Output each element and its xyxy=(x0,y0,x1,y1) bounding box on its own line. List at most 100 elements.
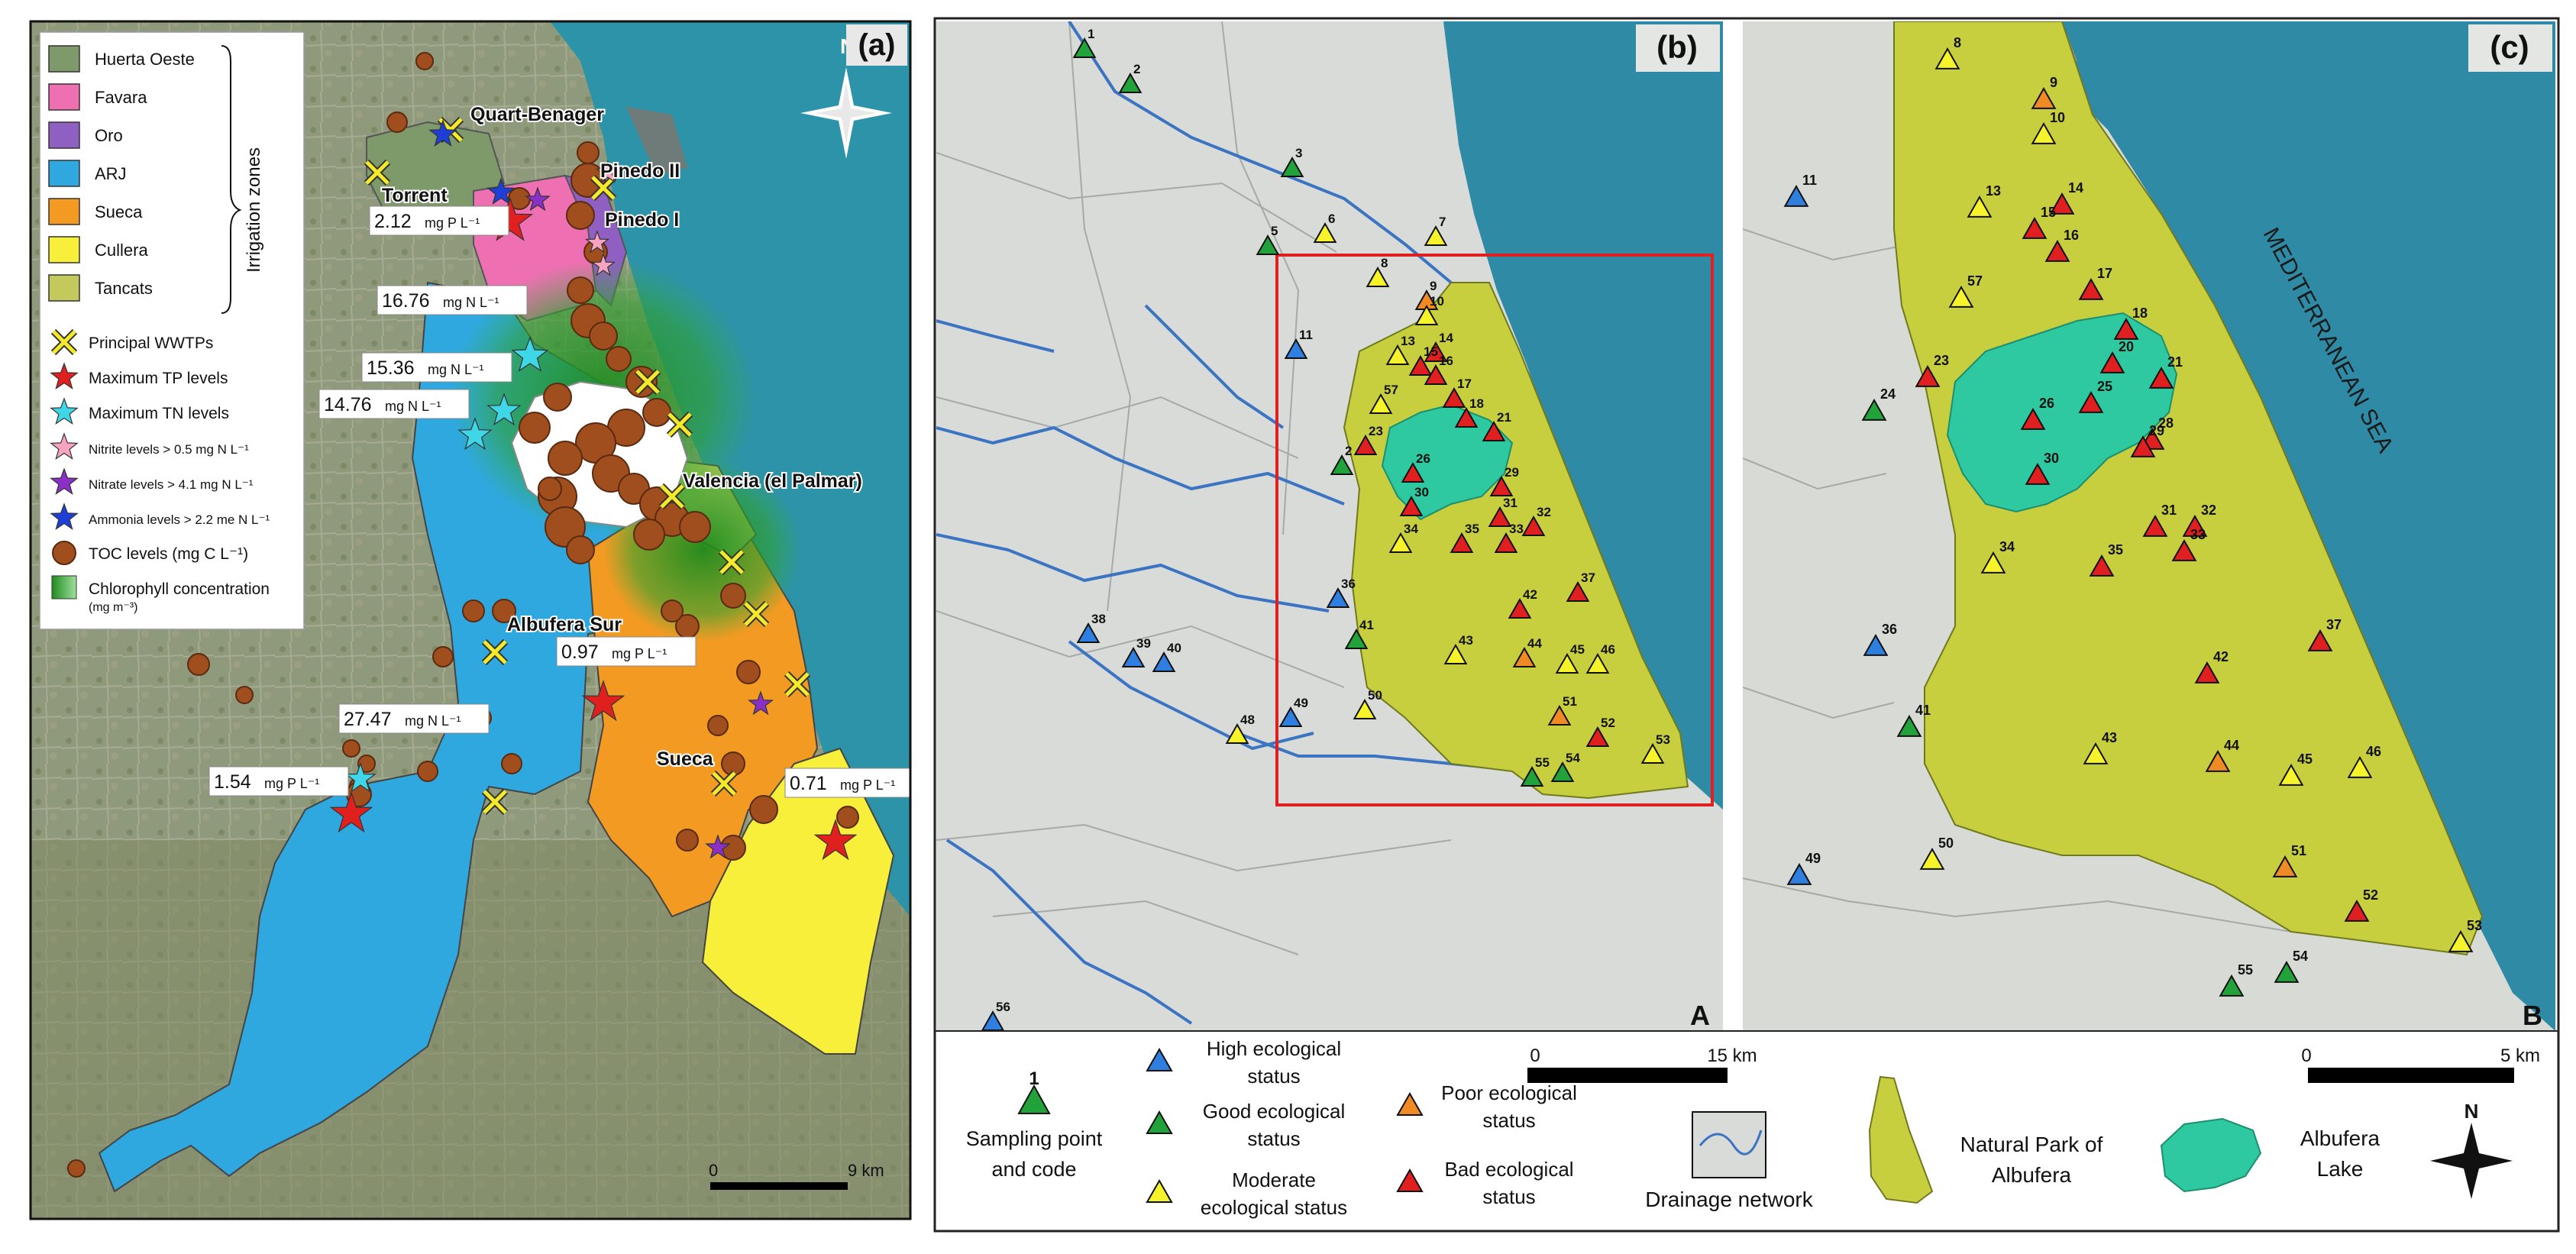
place-label: Pinedo I xyxy=(605,209,679,231)
cross-icon-fill xyxy=(52,330,76,354)
sampling-point-icon xyxy=(2031,121,2057,144)
value-number: 16.76 xyxy=(382,290,430,312)
toc-circle xyxy=(679,511,711,543)
sampling-point-icon xyxy=(1424,364,1448,386)
sampling-point-code: 14 xyxy=(1439,331,1453,345)
place-label: Sueca xyxy=(657,748,714,770)
sampling-point-code: 13 xyxy=(1401,334,1415,348)
lake-label: Albufera xyxy=(2300,1126,2380,1150)
albufera-lake-c xyxy=(1946,312,2178,513)
toc-circle xyxy=(736,660,761,684)
symbol-label: Ammonia levels > 2.2 me N L⁻¹ xyxy=(89,512,270,527)
bad-status-icon xyxy=(1396,1168,1424,1192)
sampling-point-icon xyxy=(1967,195,1993,218)
chlorophyll-swatch-icon xyxy=(51,575,77,600)
sampling-point-code: 42 xyxy=(1523,587,1537,602)
toc-circle xyxy=(642,398,671,427)
red-star xyxy=(329,791,373,833)
sampling-point-icon xyxy=(1152,651,1176,673)
sampling-point-icon xyxy=(2020,407,2046,430)
sampling-point-icon xyxy=(1896,714,1922,737)
sampling-point-code: 36 xyxy=(1341,577,1356,591)
park-label: Natural Park of xyxy=(1960,1133,2103,1156)
toc-circle xyxy=(836,806,859,829)
sampling-point-icon xyxy=(1076,622,1101,644)
sampling-point-icon xyxy=(2171,538,2197,561)
sea-area-b xyxy=(1443,21,1723,810)
value-unit: mg P L⁻¹ xyxy=(840,777,895,793)
sampling-point-code: 33 xyxy=(1509,522,1524,536)
value-number: 0.97 xyxy=(561,642,599,663)
pink-star xyxy=(584,230,610,254)
purple-star xyxy=(748,690,774,716)
zone-swatch xyxy=(48,274,80,302)
sampling-point-icon xyxy=(2148,366,2174,389)
blue-star xyxy=(486,177,516,205)
toc-circle xyxy=(462,600,485,622)
panel-divider xyxy=(1723,21,1743,1031)
sampling-point-code: 21 xyxy=(1497,410,1511,425)
sampling-point-label: Sampling point xyxy=(966,1127,1103,1150)
toc-circle xyxy=(432,646,454,667)
moderate-status-icon xyxy=(1146,1178,1173,1203)
toc-circle xyxy=(707,715,729,736)
sampling-point-code: 35 xyxy=(2108,542,2123,558)
sampling-point-code: 31 xyxy=(2161,503,2177,518)
zone-swatch xyxy=(48,198,80,225)
value-number: 2.12 xyxy=(374,211,412,232)
toc-circle xyxy=(570,163,606,198)
panel-a-label: (a) xyxy=(858,28,896,62)
zone-swatch xyxy=(48,45,80,73)
high-status-label: High ecological xyxy=(1207,1037,1341,1060)
sampling-point-icon xyxy=(1482,420,1506,442)
toc-circle xyxy=(566,201,595,230)
sampling-point-code: 38 xyxy=(1091,612,1106,626)
cross-icon-fill xyxy=(712,771,736,796)
sampling-point-code: 56 xyxy=(996,1000,1010,1014)
sample-code: 1 xyxy=(1029,1068,1039,1089)
sampling-point-icon xyxy=(1344,628,1369,650)
sampling-point-icon xyxy=(2182,514,2208,537)
sampling-point-icon xyxy=(1414,304,1439,326)
value-box xyxy=(338,703,490,734)
value-number: 27.47 xyxy=(344,709,392,730)
sampling-point-code: 17 xyxy=(1457,377,1472,391)
toc-circle xyxy=(676,829,699,852)
sampling-point-icon xyxy=(1284,338,1308,360)
sampling-point-icon xyxy=(1488,506,1512,528)
sampling-point-code: 35 xyxy=(1465,522,1479,536)
cyan-star xyxy=(457,417,493,451)
zones-brace xyxy=(221,45,242,314)
sampling-point-code: 8 xyxy=(1381,256,1388,270)
sampling-point-code: 30 xyxy=(1414,485,1429,499)
sampling-point-code: 25 xyxy=(2097,379,2112,394)
sampling-point-icon xyxy=(1256,234,1280,256)
zone-label: Tancats xyxy=(95,279,153,298)
panel-c-label-bg xyxy=(2468,24,2552,72)
irrigation-zones-title: Irrigation zones xyxy=(244,147,264,273)
cyan-star xyxy=(344,762,377,793)
pink-star xyxy=(590,253,616,276)
panel-c-corner: B xyxy=(2523,1000,2542,1031)
toc-circle xyxy=(67,1159,86,1178)
panel-a-frame xyxy=(29,20,912,1220)
sampling-point-code: 54 xyxy=(1566,751,1580,765)
sampling-point-code: 15 xyxy=(1424,344,1438,359)
sampling-point-code: 40 xyxy=(1167,641,1181,655)
sampling-point-icon xyxy=(2274,960,2300,983)
sampling-point-code: 26 xyxy=(1416,451,1430,466)
toc-circle xyxy=(566,535,595,564)
value-box xyxy=(208,766,349,797)
scale-b-start: 0 xyxy=(1530,1046,1540,1066)
compass-a-icon xyxy=(800,67,892,159)
zone-label: ARJ xyxy=(95,164,127,183)
zone-swatch xyxy=(48,160,80,187)
cross-icon-fill xyxy=(483,640,507,664)
sampling-point-icon xyxy=(1786,862,1812,885)
sampling-point-icon xyxy=(1408,354,1433,377)
sampling-point-code: 23 xyxy=(1369,424,1383,438)
sampling-point-code: 54 xyxy=(2293,949,2308,964)
zone-label: Huerta Oeste xyxy=(95,50,195,69)
toc-circle xyxy=(749,795,778,824)
